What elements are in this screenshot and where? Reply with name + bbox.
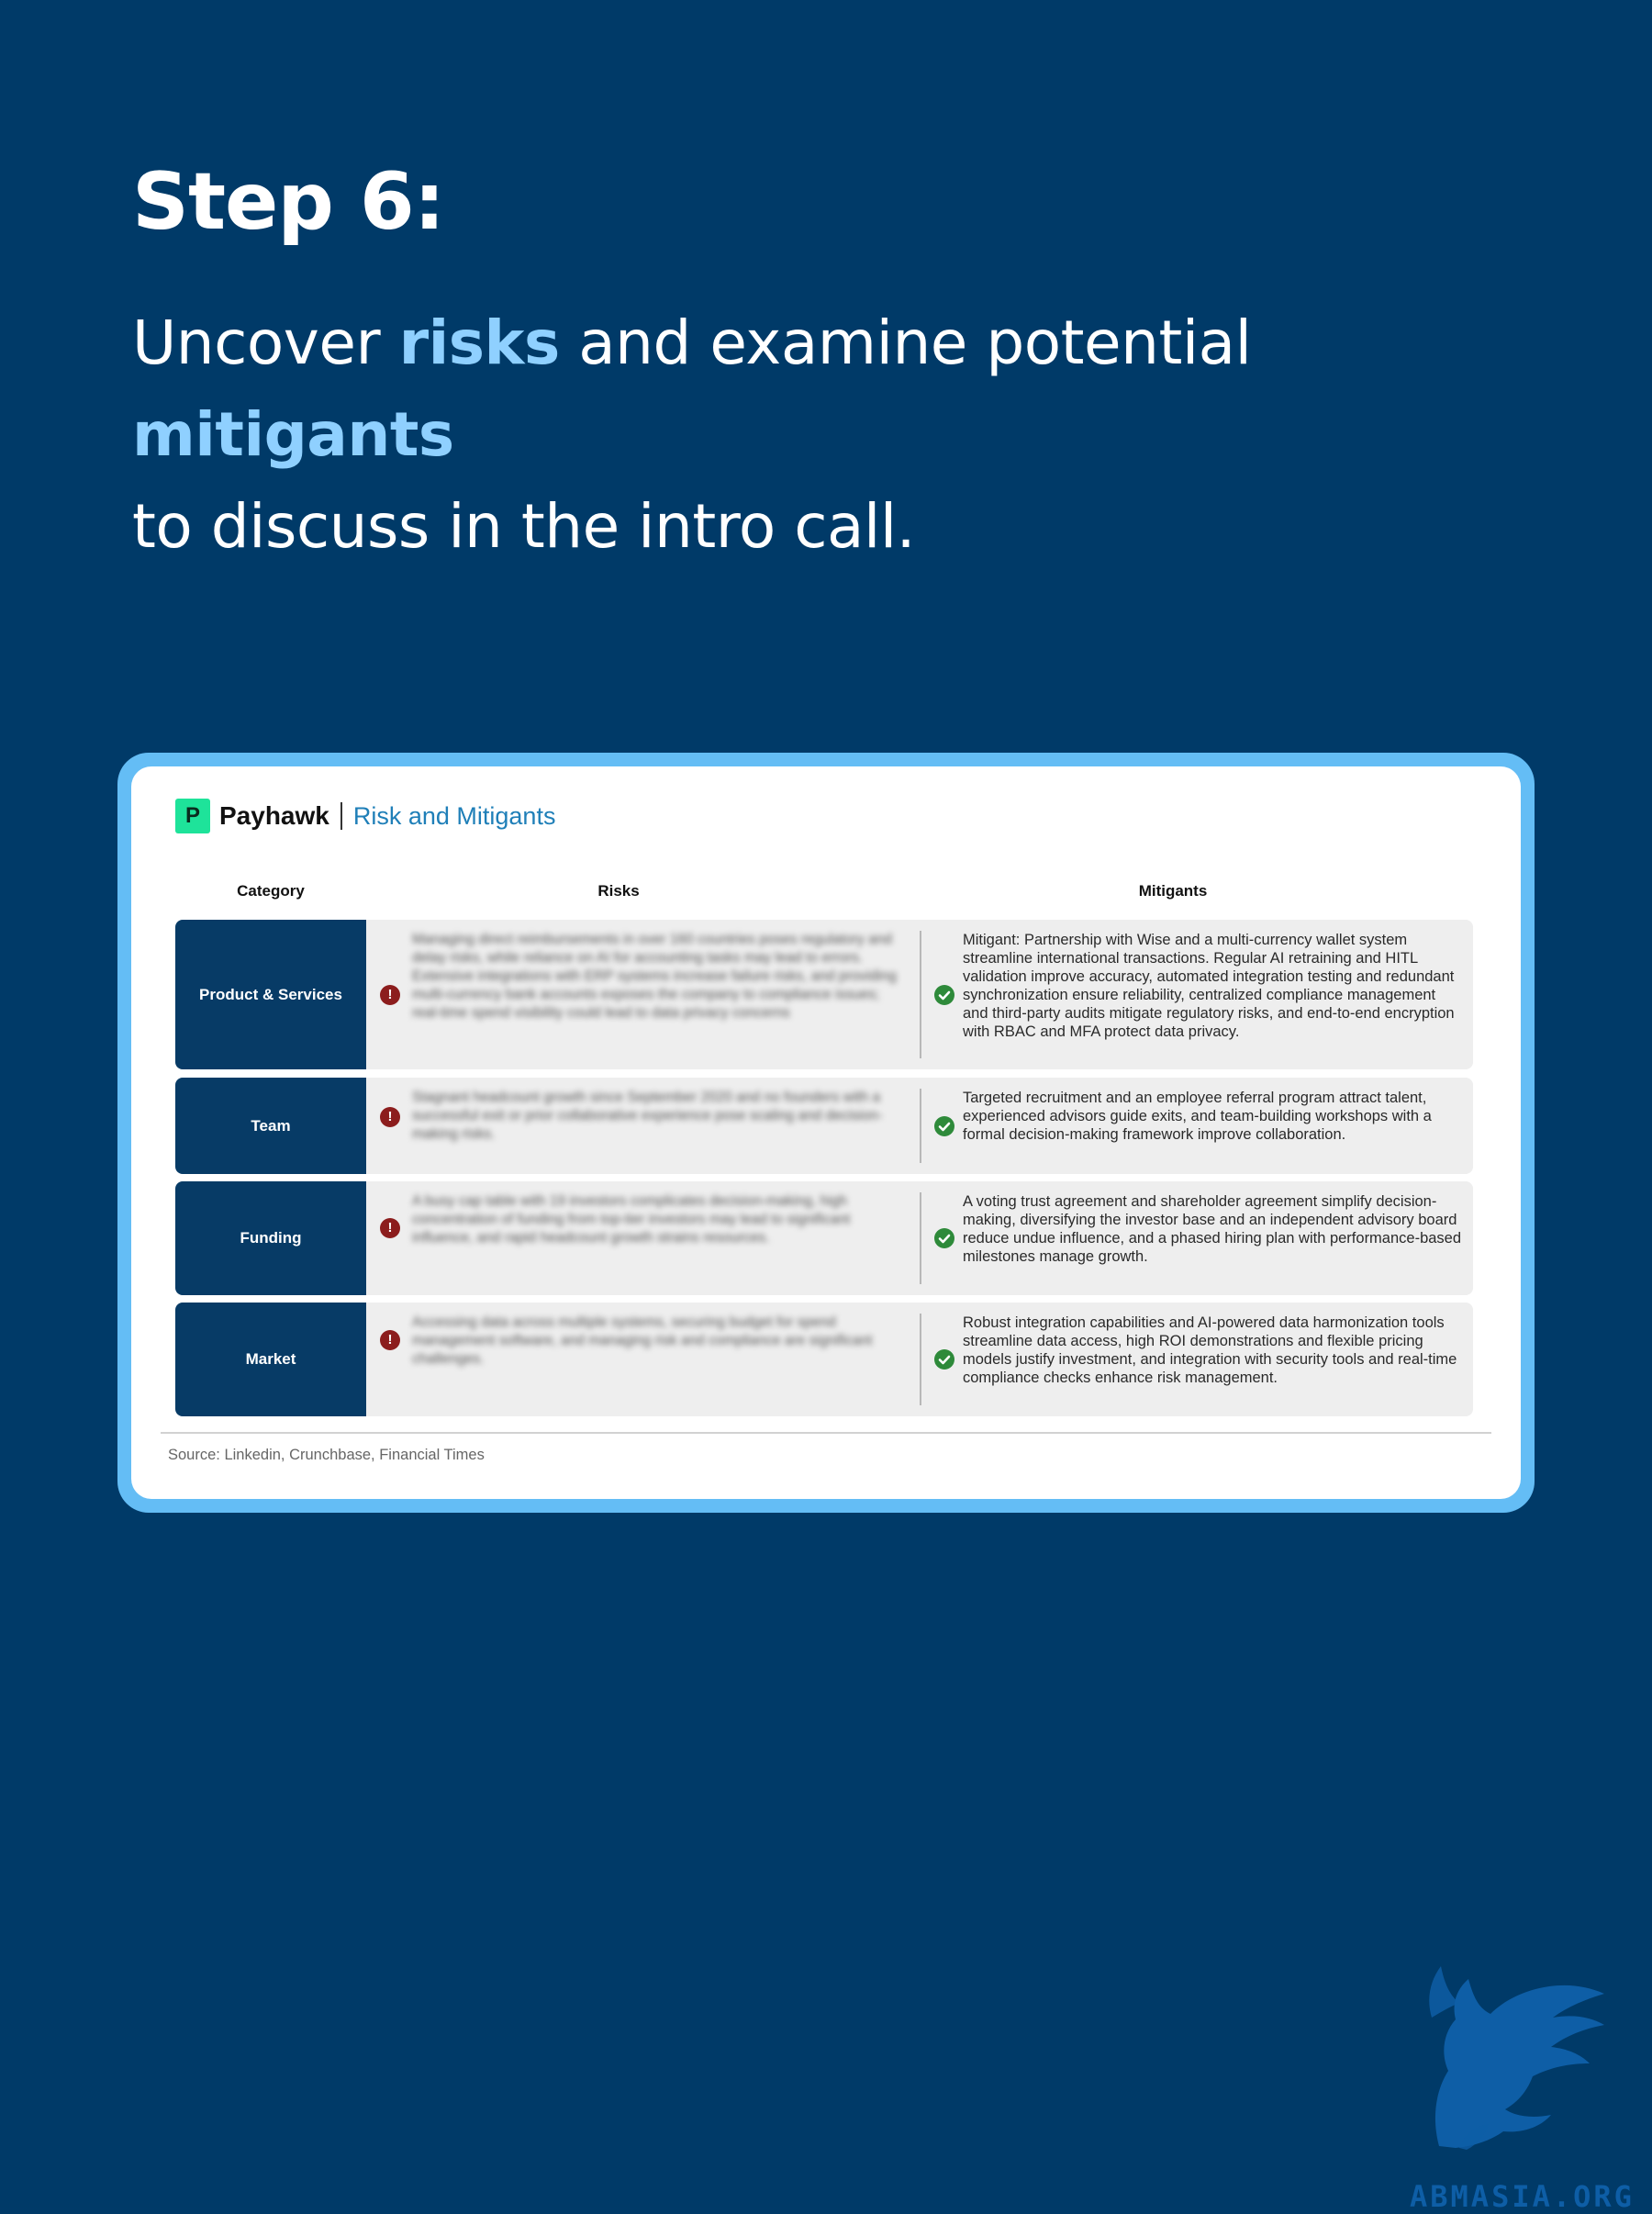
step-subtitle: Uncover risks and examine potential miti… <box>132 297 1564 573</box>
exclamation-icon: ! <box>380 1330 400 1350</box>
payhawk-logo-icon: P <box>175 799 210 833</box>
subtitle-text: to discuss in the intro call. <box>132 491 915 562</box>
table-row: Market ! Accessing data across multiple … <box>175 1303 1473 1416</box>
column-divider <box>920 1314 921 1405</box>
column-header-category: Category <box>175 882 366 900</box>
subtitle-text: Uncover <box>132 308 399 378</box>
exclamation-icon: ! <box>380 1107 400 1127</box>
risk-text: Managing direct reimbursements in over 1… <box>412 931 899 1023</box>
footer-divider <box>161 1432 1491 1434</box>
check-icon <box>934 985 954 1005</box>
step-title: Step 6: <box>132 154 444 250</box>
check-icon <box>934 1116 954 1136</box>
mitigant-text: A voting trust agreement and shareholder… <box>963 1192 1463 1266</box>
mitigant-text: Targeted recruitment and an employee ref… <box>963 1089 1463 1144</box>
check-icon <box>934 1349 954 1370</box>
header-divider <box>340 802 342 830</box>
risk-text: A busy cap table with 19 investors compl… <box>412 1192 899 1247</box>
column-divider <box>920 1192 921 1284</box>
column-header-mitigants: Mitigants <box>921 882 1425 900</box>
watermark-text: ABMASIA.ORG <box>1410 2179 1635 2214</box>
check-icon <box>934 1228 954 1248</box>
table-row: Product & Services ! Managing direct rei… <box>175 920 1473 1069</box>
category-cell: Product & Services <box>175 920 366 1069</box>
risk-text: Accessing data across multiple systems, … <box>412 1314 899 1369</box>
brand-name: Payhawk <box>219 801 329 831</box>
subtitle-highlight-risks: risks <box>399 308 560 378</box>
mitigant-text: Mitigant: Partnership with Wise and a mu… <box>963 931 1463 1041</box>
subtitle-highlight-mitigants: mitigants <box>132 399 454 470</box>
report-title: Risk and Mitigants <box>353 802 556 831</box>
card-body: P Payhawk Risk and Mitigants Category Ri… <box>131 766 1521 1499</box>
risk-mitigants-card: P Payhawk Risk and Mitigants Category Ri… <box>117 753 1535 1513</box>
category-cell: Team <box>175 1078 366 1174</box>
exclamation-icon: ! <box>380 1218 400 1238</box>
table-row: Funding ! A busy cap table with 19 inves… <box>175 1181 1473 1295</box>
griffin-logo-icon <box>1395 1953 1615 2155</box>
card-header: P Payhawk Risk and Mitigants <box>175 798 555 834</box>
column-header-risks: Risks <box>366 882 871 900</box>
risk-text: Stagnant headcount growth since Septembe… <box>412 1089 899 1144</box>
column-divider <box>920 1089 921 1163</box>
exclamation-icon: ! <box>380 985 400 1005</box>
table-row: Team ! Stagnant headcount growth since S… <box>175 1078 1473 1174</box>
category-cell: Market <box>175 1303 366 1416</box>
column-divider <box>920 931 921 1058</box>
category-cell: Funding <box>175 1181 366 1295</box>
subtitle-text: and examine potential <box>560 308 1252 378</box>
source-note: Source: Linkedin, Crunchbase, Financial … <box>168 1447 485 1464</box>
mitigant-text: Robust integration capabilities and AI-p… <box>963 1314 1463 1387</box>
